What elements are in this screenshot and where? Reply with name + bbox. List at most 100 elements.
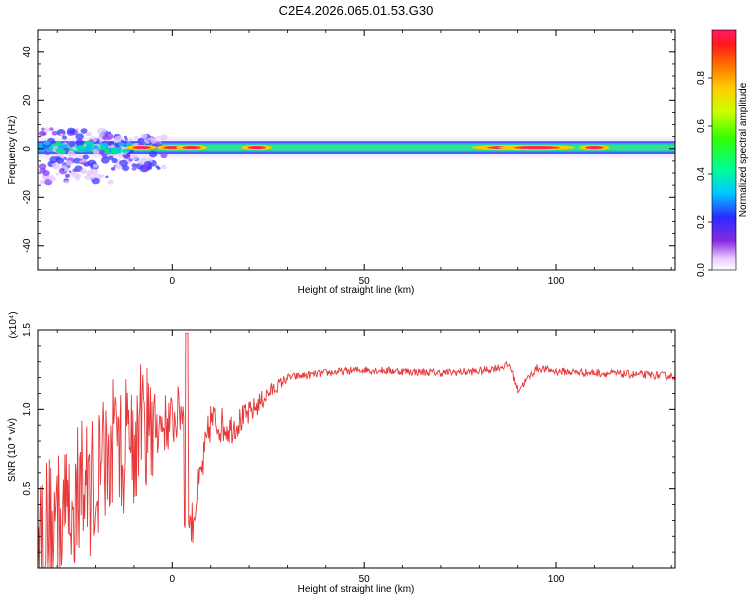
trace-noise-blob <box>49 156 59 163</box>
trace-noise-blob <box>60 149 66 154</box>
trace-noise-blob <box>69 171 75 176</box>
trace-noise-blob <box>104 132 114 140</box>
snr-x-tick-label: 100 <box>548 574 565 585</box>
colorbar-tick-label: 0.8 <box>696 71 707 85</box>
trace-noise-blob <box>150 137 158 144</box>
snr-y-tick-label: 1.5 <box>22 323 33 337</box>
trace-noise-blob <box>38 163 47 170</box>
spectrogram-axes: 0 50 100 -40 -20 0 20 40 <box>22 30 675 287</box>
trace-noise-blob <box>39 179 46 185</box>
trace-noise-blob <box>92 149 100 155</box>
trace-noise-blob <box>111 167 116 171</box>
colorbar-frame <box>711 29 737 271</box>
trace-noise-blob <box>75 145 84 150</box>
spectrogram-y-tick-label: -40 <box>22 238 33 253</box>
spectrogram-x-tick-label: 100 <box>548 276 565 287</box>
trace-noise-blob <box>82 154 89 160</box>
trace-noise-blob <box>75 127 80 131</box>
trace-noise-blob <box>118 142 125 147</box>
trace-noise-blob <box>86 131 92 137</box>
trace-noise-blob <box>144 140 150 144</box>
trace-peak <box>247 145 266 150</box>
trace-noise-blob <box>43 127 50 133</box>
trace-noise-blob <box>114 139 120 144</box>
trace-noise-blob <box>51 130 58 136</box>
trace-noise-blob <box>80 168 88 174</box>
trace-noise-blob <box>43 176 48 180</box>
trace-noise-blob <box>68 141 76 148</box>
colorbar-tick-label: 0.4 <box>696 167 707 181</box>
trace-band-inner <box>45 144 675 151</box>
trace-noise-blob <box>73 157 81 164</box>
trace-noise-blob <box>45 148 52 153</box>
spectrogram-frame <box>37 29 676 271</box>
colorbar-tick-label: 0.0 <box>696 263 707 277</box>
trace-noise-blob <box>137 158 146 165</box>
trace-noise-blob <box>100 145 106 150</box>
spectrogram-x-tick-label: 0 <box>170 276 176 287</box>
trace-noise-blob <box>156 135 160 139</box>
trace-noise-blob <box>125 142 131 147</box>
trace-noise-blob <box>51 162 61 170</box>
snr-panel: 0 50 100 0.5 1.0 1.5 Height of straight line … <box>7 311 676 595</box>
snr-y-tick-label: 1.0 <box>22 402 33 416</box>
trace-noise-blob <box>39 167 47 174</box>
trace-noise-blob <box>140 133 148 140</box>
trace-noise-blob <box>131 166 137 171</box>
trace-noise-blob <box>108 155 114 160</box>
trace-noise-blob <box>147 166 152 170</box>
trace-noise-blob <box>111 158 118 164</box>
trace-noise-blob <box>79 154 84 159</box>
snr-y-label: SNR (10 * v/v) <box>7 418 18 482</box>
snr-axes: 0 50 100 0.5 1.0 1.5 <box>22 323 675 585</box>
colorbar-label: Normalized spectral amplitude <box>738 82 749 217</box>
trace-noise-blob <box>65 160 73 166</box>
trace-noise-blob <box>114 163 121 169</box>
trace-noise-blob <box>83 162 88 166</box>
trace-noise-blob <box>160 152 168 159</box>
spectrogram-x-label: Height of straight line (km) <box>298 285 415 296</box>
snr-x-tick-label: 50 <box>359 574 371 585</box>
trace-noise-blob <box>64 173 70 178</box>
trace-noise-blob <box>59 133 64 137</box>
trace-noise-blob <box>42 131 47 136</box>
spectrogram-trace <box>38 127 675 186</box>
trace-noise-blob <box>90 176 95 180</box>
spectrogram-y-tick-label: -20 <box>22 190 33 205</box>
trace-noise-blob <box>57 144 65 149</box>
chart-title: C2E4.2026.065.01.53.G30 <box>279 3 434 18</box>
trace-noise-blob <box>100 156 110 164</box>
trace-noise-blob <box>92 163 99 168</box>
trace-noise-blob <box>44 178 53 186</box>
trace-noise-blob <box>156 166 161 170</box>
trace-noise-blob <box>123 135 128 139</box>
trace-noise-blob <box>107 179 114 185</box>
trace-noise-blob <box>161 164 167 170</box>
colorbar-gradient <box>712 30 736 270</box>
snr-series <box>38 332 675 568</box>
snr-scale-label: (x10⁴) <box>8 311 19 338</box>
trace-noise-blob <box>130 154 139 161</box>
trace-noise-blob <box>55 140 62 145</box>
trace-noise-blob <box>129 137 133 141</box>
trace-noise-blob <box>75 139 84 146</box>
spectrogram-panel: 0 50 100 -40 -20 0 20 40 Height of straight lin… <box>7 29 676 296</box>
spectrogram-y-label: Frequency (Hz) <box>7 116 18 185</box>
spectrogram-y-tick-label: 0 <box>22 146 33 152</box>
trace-noise-blob <box>137 137 145 144</box>
trace-peak <box>585 145 604 150</box>
trace-noise-blob <box>111 149 119 154</box>
spectrogram-y-tick-label: 40 <box>22 46 33 58</box>
spectrogram-y-tick-label: 20 <box>22 94 33 106</box>
trace-noise-blob <box>124 138 128 141</box>
trace-noise-blob <box>49 176 56 182</box>
trace-noise-blob <box>149 150 158 158</box>
trace-noise-blob <box>105 175 109 179</box>
trace-noise-blob <box>92 145 99 150</box>
trace-noise-blob <box>84 146 91 151</box>
snr-x-label: Height of straight line (km) <box>298 584 415 595</box>
trace-noise-blob <box>75 133 84 140</box>
trace-noise-blob <box>61 168 65 171</box>
trace-noise-blob <box>55 172 59 176</box>
trace-noise-blob <box>61 135 67 140</box>
